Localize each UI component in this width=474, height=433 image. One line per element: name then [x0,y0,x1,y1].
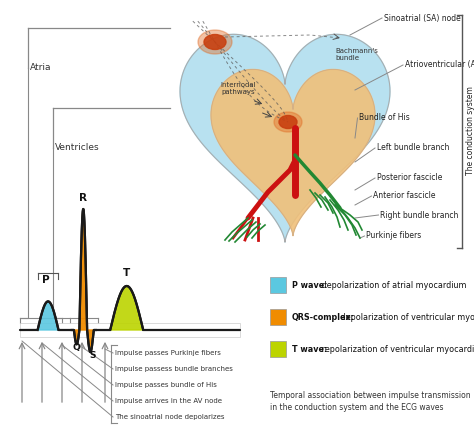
Text: The sinoatrial node depolarizes: The sinoatrial node depolarizes [115,414,225,420]
Text: T: T [123,268,130,278]
FancyBboxPatch shape [20,323,240,337]
Polygon shape [37,301,58,330]
Text: T wave:: T wave: [292,346,327,355]
Text: Impulse passes Purkinje fibers: Impulse passes Purkinje fibers [115,350,221,356]
Text: Left bundle branch: Left bundle branch [377,143,449,152]
Text: S: S [89,351,96,360]
Ellipse shape [279,116,297,129]
Text: depolarization of ventricular myocardium: depolarization of ventricular myocardium [337,313,474,323]
Text: Posterior fascicle: Posterior fascicle [377,174,442,182]
Text: Impulse passes bundle of His: Impulse passes bundle of His [115,382,217,388]
Text: Bundle of His: Bundle of His [359,113,410,123]
Text: Internodal
pathways: Internodal pathways [220,82,256,95]
Text: Anterior fascicle: Anterior fascicle [374,191,436,200]
Polygon shape [110,286,143,330]
Ellipse shape [198,30,232,54]
FancyBboxPatch shape [270,277,286,293]
Text: R: R [79,193,87,203]
Text: Ventricles: Ventricles [55,143,100,152]
Text: Impulse arrives in the AV node: Impulse arrives in the AV node [115,398,222,404]
Text: QRS-complex:: QRS-complex: [292,313,355,323]
Text: repolarization of ventricular myocardium: repolarization of ventricular myocardium [319,346,474,355]
Ellipse shape [204,35,226,49]
Text: Atria: Atria [30,64,52,72]
FancyBboxPatch shape [270,341,286,357]
Text: Q: Q [73,343,80,352]
Text: Sinoatrial (SA) node: Sinoatrial (SA) node [384,13,461,23]
Text: Purkinje fibers: Purkinje fibers [366,232,422,240]
Text: Temporal association between impulse transmission
in the conduction system and t: Temporal association between impulse tra… [270,391,471,413]
Ellipse shape [274,112,302,132]
Text: The conduction system: The conduction system [466,87,474,175]
Text: Right bundle branch: Right bundle branch [381,210,459,220]
Text: depolarization of atrial myocardium: depolarization of atrial myocardium [319,281,466,291]
Text: P wave:: P wave: [292,281,328,291]
FancyBboxPatch shape [270,309,286,325]
Text: Impulse passess bundle branches: Impulse passess bundle branches [115,366,233,372]
Polygon shape [180,34,390,242]
Text: Bachmann's
bundle: Bachmann's bundle [335,48,378,61]
Text: Atrioventricular (AV) node: Atrioventricular (AV) node [405,61,474,70]
Polygon shape [211,69,375,236]
Text: P: P [42,275,50,285]
Polygon shape [72,209,96,352]
